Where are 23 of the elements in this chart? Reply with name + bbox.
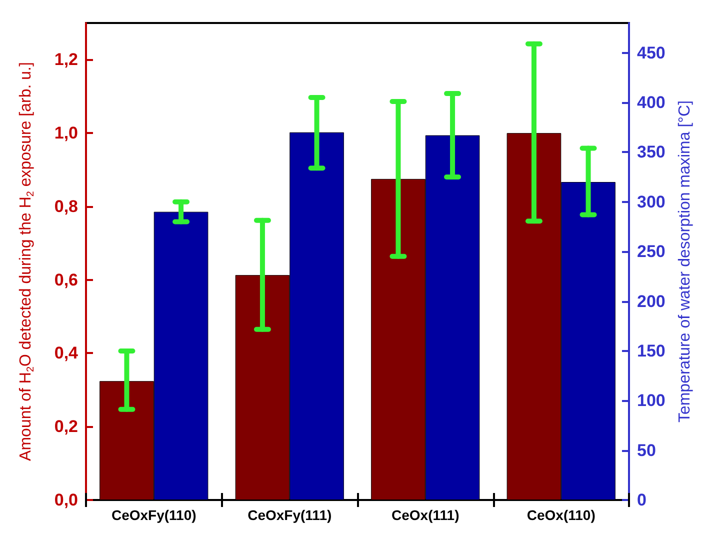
y-tick-label: 0,4 — [54, 344, 79, 363]
y-tick-label: 1,2 — [54, 50, 78, 70]
y2-tick-label: 150 — [637, 341, 666, 360]
y-tick-label: 0,0 — [54, 490, 78, 510]
y-tick-label: 0,2 — [54, 417, 78, 436]
y2-tick-label: 400 — [637, 93, 666, 112]
x-tick-label: CeOxFy(111) — [248, 507, 332, 523]
y2-tick-label: 200 — [637, 292, 666, 311]
y2-tick-label: 50 — [637, 440, 656, 460]
x-tick-label: CeOxFy(110) — [111, 507, 196, 523]
y2-tick-label: 450 — [637, 43, 666, 62]
y2-tick-label: 100 — [637, 391, 666, 410]
y2-tick-label: 350 — [637, 142, 666, 162]
y-tick-label: 0,6 — [54, 270, 78, 290]
y2-tick-label: 250 — [637, 242, 666, 262]
x-tick-label: CeOx(110) — [526, 507, 596, 523]
y2-axis-title: Temperature of water desorption maxima [°C] — [676, 100, 694, 423]
y-tick-label: 0,8 — [54, 196, 78, 216]
x-tick-label: CeOx(111) — [392, 507, 460, 523]
y2-tick-label: 0 — [637, 490, 646, 510]
y2-tick-label: 300 — [637, 192, 666, 212]
y-axis-title: Amount of H2O detected during the H2 exposure [arb. u.] — [18, 62, 36, 461]
y-tick-label: 1,0 — [54, 124, 78, 143]
